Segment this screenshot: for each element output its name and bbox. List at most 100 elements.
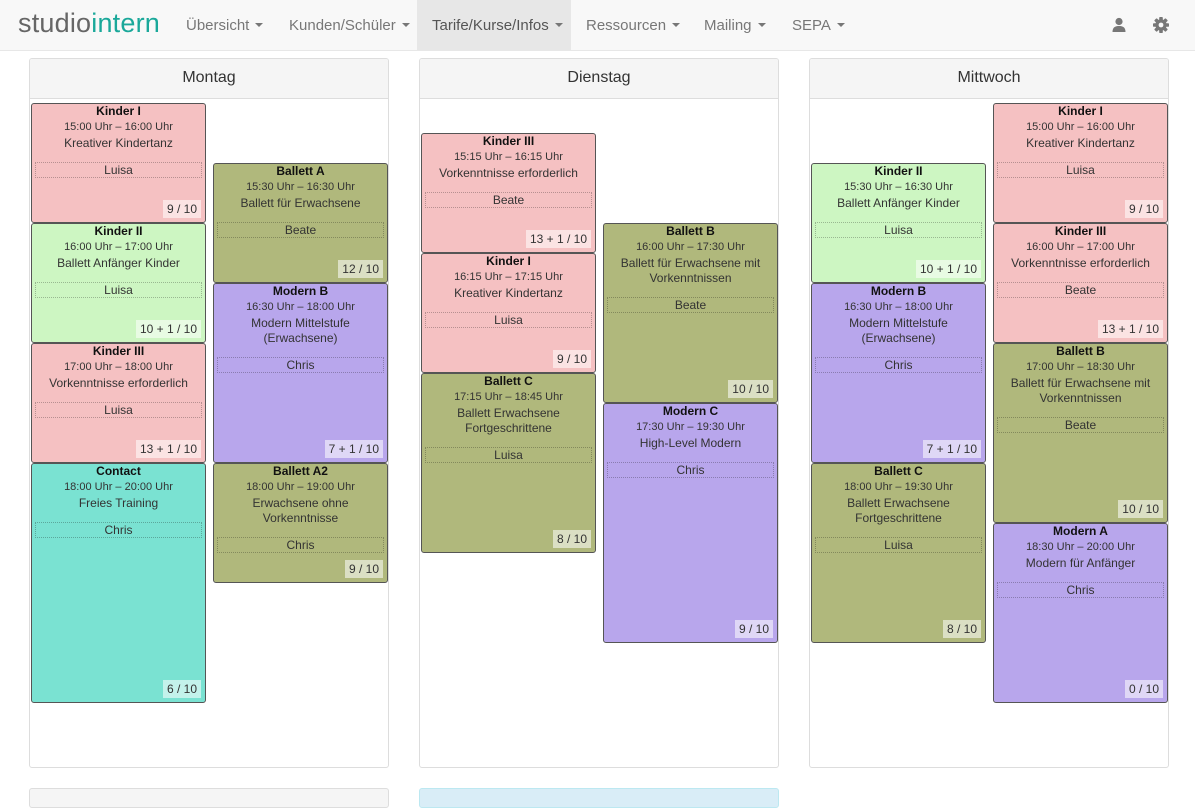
- course-time: 15:30 Uhr – 16:30 Uhr: [246, 181, 355, 193]
- course-card[interactable]: Modern B 16:30 Uhr – 18:00 Uhr Modern Mi…: [811, 283, 986, 463]
- caret-down-icon: [836, 23, 845, 28]
- course-time: 18:00 Uhr – 20:00 Uhr: [64, 481, 173, 493]
- brand-part1: studio: [18, 8, 92, 38]
- course-description: Ballett Anfänger Kinder: [57, 256, 180, 270]
- course-teacher: Chris: [35, 522, 202, 538]
- course-teacher: Chris: [217, 357, 384, 373]
- brand-logo[interactable]: studiointern: [18, 7, 160, 39]
- course-occupancy: 13 + 1 / 10: [135, 440, 201, 458]
- course-time: 15:00 Uhr – 16:00 Uhr: [64, 121, 173, 133]
- day-panel-next: [29, 788, 389, 808]
- course-occupancy: 10 + 1 / 10: [915, 260, 981, 278]
- course-description: Kreativer Kindertanz: [454, 286, 563, 300]
- course-card[interactable]: Kinder I 15:00 Uhr – 16:00 Uhr Kreativer…: [993, 103, 1168, 223]
- course-card[interactable]: Contact 18:00 Uhr – 20:00 Uhr Freies Tra…: [31, 463, 206, 703]
- nav-label: Tarife/Kurse/Infos: [432, 17, 549, 34]
- course-teacher: Beate: [425, 192, 592, 208]
- course-title: Ballett C: [484, 374, 533, 388]
- course-time: 18:00 Uhr – 19:00 Uhr: [246, 481, 355, 493]
- course-card[interactable]: Kinder III 16:00 Uhr – 17:00 Uhr Vorkenn…: [993, 223, 1168, 343]
- course-time: 16:30 Uhr – 18:00 Uhr: [844, 301, 953, 313]
- course-card[interactable]: Kinder III 17:00 Uhr – 18:00 Uhr Vorkenn…: [31, 343, 206, 463]
- course-teacher: Beate: [217, 222, 384, 238]
- course-title: Modern B: [870, 284, 927, 298]
- course-teacher: Beate: [607, 297, 774, 313]
- nav-label: Kunden/Schüler: [289, 17, 396, 34]
- course-occupancy: 10 / 10: [1118, 500, 1163, 518]
- course-card[interactable]: Ballett B 16:00 Uhr – 17:30 Uhr Ballett …: [603, 223, 778, 403]
- nav-mailing[interactable]: Mailing: [689, 0, 781, 51]
- course-card[interactable]: Kinder II 16:00 Uhr – 17:00 Uhr Ballett …: [31, 223, 206, 343]
- course-card[interactable]: Ballett B 17:00 Uhr – 18:30 Uhr Ballett …: [993, 343, 1168, 523]
- course-teacher: Luisa: [35, 402, 202, 418]
- course-title: Ballett C: [874, 464, 923, 478]
- course-title: Kinder II: [874, 164, 923, 178]
- caret-down-icon: [255, 23, 264, 28]
- day-title: Montag: [30, 59, 388, 99]
- course-teacher: Luisa: [815, 537, 982, 553]
- course-title: Modern A: [1053, 524, 1108, 538]
- nav-label: SEPA: [792, 17, 831, 34]
- course-description: Freies Training: [78, 496, 159, 510]
- day-title: Dienstag: [420, 59, 778, 99]
- course-card[interactable]: Modern C 17:30 Uhr – 19:30 Uhr High-Leve…: [603, 403, 778, 643]
- gear-icon[interactable]: [1152, 16, 1170, 34]
- course-teacher: Luisa: [425, 312, 592, 328]
- course-card[interactable]: Kinder I 15:00 Uhr – 16:00 Uhr Kreativer…: [31, 103, 206, 223]
- course-teacher: Chris: [607, 462, 774, 478]
- course-description: High-Level Modern: [639, 436, 742, 450]
- course-description: Ballett für Erwachsene mit Vorkenntnisse…: [620, 256, 761, 285]
- course-time: 15:00 Uhr – 16:00 Uhr: [1026, 121, 1135, 133]
- course-card[interactable]: Ballett C 17:15 Uhr – 18:45 Uhr Ballett …: [421, 373, 596, 553]
- caret-down-icon: [554, 23, 563, 28]
- nav-kunden-schueler[interactable]: Kunden/Schüler: [274, 0, 425, 51]
- course-title: Kinder I: [1058, 104, 1103, 118]
- course-card[interactable]: Ballett A2 18:00 Uhr – 19:00 Uhr Erwachs…: [213, 463, 388, 583]
- course-title: Ballett A: [276, 164, 325, 178]
- course-description: Vorkenntnisse erforderlich: [1011, 256, 1150, 270]
- course-card[interactable]: Ballett C 18:00 Uhr – 19:30 Uhr Ballett …: [811, 463, 986, 643]
- course-title: Modern C: [662, 404, 719, 418]
- course-description: Ballett für Erwachsene: [240, 196, 361, 210]
- nav-sepa[interactable]: SEPA: [777, 0, 860, 51]
- course-card[interactable]: Kinder II 15:30 Uhr – 16:30 Uhr Ballett …: [811, 163, 986, 283]
- course-occupancy: 9 / 10: [162, 200, 201, 218]
- course-card[interactable]: Kinder III 15:15 Uhr – 16:15 Uhr Vorkenn…: [421, 133, 596, 253]
- top-navbar: studiointern Übersicht Kunden/Schüler Ta…: [0, 0, 1195, 51]
- course-occupancy: 7 + 1 / 10: [324, 440, 383, 458]
- course-time: 15:15 Uhr – 16:15 Uhr: [454, 151, 563, 163]
- course-teacher: Chris: [815, 357, 982, 373]
- course-title: Ballett B: [666, 224, 715, 238]
- day-panel-next-highlight: [419, 788, 779, 808]
- course-occupancy: 10 / 10: [728, 380, 773, 398]
- course-card[interactable]: Modern B 16:30 Uhr – 18:00 Uhr Modern Mi…: [213, 283, 388, 463]
- course-description: Modern Mittelstufe (Erwachsene): [251, 316, 350, 345]
- nav-ressourcen[interactable]: Ressourcen: [571, 0, 695, 51]
- nav-tarife-kurse-infos[interactable]: Tarife/Kurse/Infos: [417, 0, 571, 51]
- nav-uebersicht[interactable]: Übersicht: [171, 0, 278, 51]
- course-title: Ballett B: [1056, 344, 1105, 358]
- course-card[interactable]: Modern A 18:30 Uhr – 20:00 Uhr Modern fü…: [993, 523, 1168, 703]
- course-teacher: Chris: [217, 537, 384, 553]
- course-description: Vorkenntnisse erforderlich: [439, 166, 578, 180]
- course-occupancy: 12 / 10: [338, 260, 383, 278]
- course-teacher: Luisa: [425, 447, 592, 463]
- course-occupancy: 0 / 10: [1124, 680, 1163, 698]
- caret-down-icon: [401, 23, 410, 28]
- course-occupancy: 6 / 10: [162, 680, 201, 698]
- course-time: 16:00 Uhr – 17:30 Uhr: [636, 241, 745, 253]
- course-card[interactable]: Ballett A 15:30 Uhr – 16:30 Uhr Ballett …: [213, 163, 388, 283]
- course-occupancy: 7 + 1 / 10: [922, 440, 981, 458]
- nav-label: Mailing: [704, 17, 752, 34]
- nav-label: Ressourcen: [586, 17, 667, 34]
- user-icon[interactable]: [1110, 16, 1128, 34]
- course-title: Kinder III: [92, 344, 145, 358]
- course-title: Contact: [96, 464, 141, 478]
- course-card[interactable]: Kinder I 16:15 Uhr – 17:15 Uhr Kreativer…: [421, 253, 596, 373]
- brand-part2: intern: [91, 8, 160, 38]
- course-teacher: Luisa: [815, 222, 982, 238]
- course-time: 17:30 Uhr – 19:30 Uhr: [636, 421, 745, 433]
- course-time: 16:30 Uhr – 18:00 Uhr: [246, 301, 355, 313]
- caret-down-icon: [757, 23, 766, 28]
- course-description: Erwachsene ohne Vorkenntnisse: [252, 496, 349, 525]
